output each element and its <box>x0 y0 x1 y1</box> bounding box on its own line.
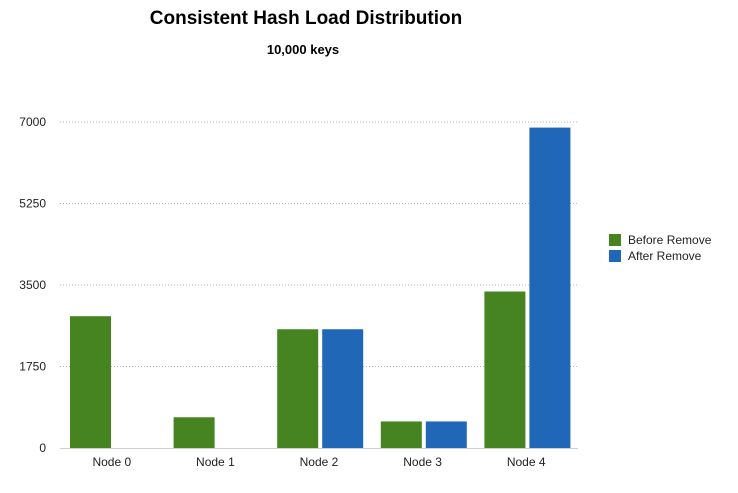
chart-title: Consistent Hash Load Distribution <box>149 8 463 29</box>
bars <box>70 127 571 449</box>
legend-label: Before Remove <box>628 233 712 247</box>
bar <box>484 291 526 448</box>
bar <box>380 421 422 448</box>
bar <box>277 329 319 448</box>
y-tick-label: 7000 <box>19 115 46 129</box>
legend-item-after: After Remove <box>609 248 711 264</box>
y-tick-label: 5250 <box>19 197 46 211</box>
legend-item-before: Before Remove <box>609 232 711 248</box>
x-tick-label: Node 1 <box>196 455 235 469</box>
y-tick-label: 1750 <box>19 360 46 374</box>
bar <box>322 329 364 448</box>
bar <box>425 421 467 448</box>
bar <box>529 127 571 449</box>
chart-subtitle: 10,000 keys <box>266 42 340 57</box>
gridlines <box>60 121 578 449</box>
x-tick-label: Node 2 <box>300 455 339 469</box>
x-tick-label: Node 3 <box>403 455 442 469</box>
bar <box>70 316 111 448</box>
legend-swatch <box>609 234 621 246</box>
legend: Before Remove After Remove <box>609 232 711 264</box>
y-tick-label: 3500 <box>19 278 46 292</box>
x-tick-label: Node 0 <box>92 455 131 469</box>
x-tick-label: Node 4 <box>507 455 546 469</box>
y-axis-ticks: 0 1750 3500 5250 7000 <box>19 115 46 455</box>
y-tick-label: 0 <box>39 441 46 455</box>
x-axis-ticks: Node 0 Node 1 Node 2 Node 3 Node 4 <box>92 455 545 469</box>
legend-label: After Remove <box>628 249 702 263</box>
bar <box>173 417 215 448</box>
legend-swatch <box>609 250 621 262</box>
